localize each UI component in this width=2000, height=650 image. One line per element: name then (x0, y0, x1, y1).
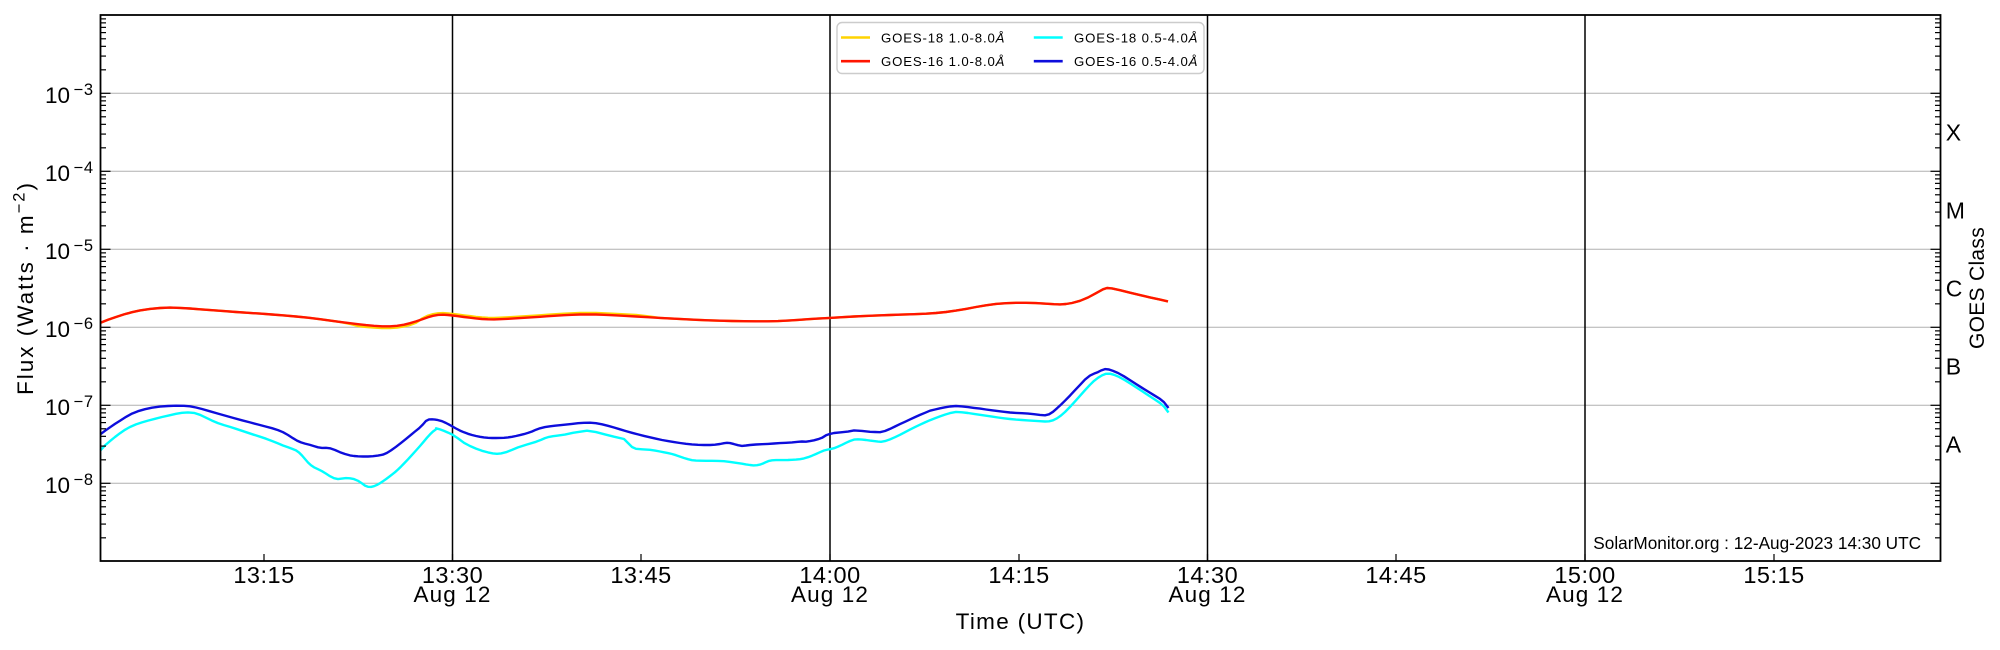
svg-text:−7: −7 (74, 393, 94, 411)
svg-text:13:15: 13:15 (233, 562, 294, 588)
svg-text:14:00: 14:00 (799, 562, 860, 588)
svg-text:10: 10 (45, 83, 70, 108)
svg-text:−5: −5 (74, 237, 94, 255)
svg-text:14:15: 14:15 (988, 562, 1049, 588)
svg-text:13:45: 13:45 (610, 562, 671, 588)
svg-text:Aug 12: Aug 12 (1169, 582, 1247, 607)
svg-text:10: 10 (45, 239, 70, 264)
svg-text:13:30: 13:30 (422, 562, 483, 588)
svg-text:−8: −8 (74, 471, 94, 489)
svg-text:B: B (1946, 354, 1961, 380)
svg-text:M: M (1946, 198, 1965, 224)
svg-text:GOES-16 1.0-8.0Å: GOES-16 1.0-8.0Å (881, 54, 1005, 69)
svg-text:14:45: 14:45 (1365, 562, 1426, 588)
svg-text:Aug 12: Aug 12 (414, 582, 492, 607)
svg-text:10: 10 (45, 317, 70, 342)
svg-text:X: X (1946, 120, 1961, 146)
svg-text:10: 10 (45, 395, 70, 420)
svg-text:10: 10 (45, 161, 70, 186)
svg-text:GOES-18 0.5-4.0Å: GOES-18 0.5-4.0Å (1074, 30, 1198, 45)
svg-text:−4: −4 (74, 159, 94, 177)
svg-text:14:30: 14:30 (1177, 562, 1238, 588)
svg-text:GOES-18 1.0-8.0Å: GOES-18 1.0-8.0Å (881, 30, 1005, 45)
svg-text:−6: −6 (74, 315, 94, 333)
svg-text:A: A (1946, 432, 1962, 458)
svg-text:SolarMonitor.org : 12-Aug-2023: SolarMonitor.org : 12-Aug-2023 14:30 UTC (1593, 533, 1921, 553)
svg-text:GOES Class: GOES Class (1966, 227, 1989, 349)
svg-text:Aug 12: Aug 12 (1546, 582, 1624, 607)
svg-text:C: C (1946, 276, 1963, 302)
svg-text:GOES-16 0.5-4.0Å: GOES-16 0.5-4.0Å (1074, 54, 1198, 69)
svg-text:15:15: 15:15 (1743, 562, 1804, 588)
svg-text:−3: −3 (74, 81, 94, 99)
svg-text:10: 10 (45, 473, 70, 498)
svg-text:Flux (Watts · m−2): Flux (Watts · m−2) (11, 181, 39, 395)
svg-text:15:00: 15:00 (1554, 562, 1615, 588)
svg-text:Aug 12: Aug 12 (791, 582, 869, 607)
svg-text:Time (UTC): Time (UTC) (956, 609, 1086, 634)
